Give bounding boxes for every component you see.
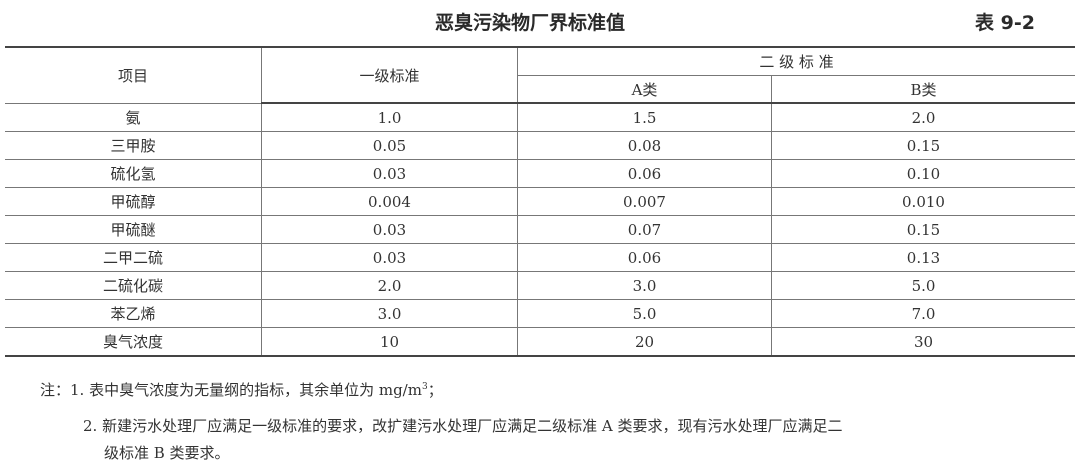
cell-b: 0.15 xyxy=(771,131,1075,160)
table-row: 苯乙烯 3.0 5.0 7.0 xyxy=(5,299,1075,328)
table-row: 二硫化碳 2.0 3.0 5.0 xyxy=(5,271,1075,300)
note-2-line-2: 级标准 B 类要求。 xyxy=(104,444,230,462)
table-row: 甲硫醇 0.004 0.007 0.010 xyxy=(5,187,1075,216)
cell-item: 二甲二硫 xyxy=(5,243,262,272)
header-grade2-b: B类 xyxy=(771,75,1075,104)
table-row: 氨 1.0 1.5 2.0 xyxy=(5,102,1075,132)
cell-a: 3.0 xyxy=(517,271,772,300)
cell-item: 三甲胺 xyxy=(5,131,262,160)
table-title: 恶臭污染物厂界标准值 xyxy=(434,12,625,34)
table-row: 硫化氢 0.03 0.06 0.10 xyxy=(5,159,1075,188)
table-row: 二甲二硫 0.03 0.06 0.13 xyxy=(5,243,1075,272)
cell-a: 20 xyxy=(517,327,772,357)
cell-a: 0.07 xyxy=(517,215,772,244)
cell-grade1: 0.03 xyxy=(261,215,518,244)
cell-grade1: 0.03 xyxy=(261,243,518,272)
cell-grade1: 3.0 xyxy=(261,299,518,328)
cell-b: 5.0 xyxy=(771,271,1075,300)
cell-item: 氨 xyxy=(5,102,262,132)
cell-a: 0.06 xyxy=(517,243,772,272)
note-2-line-1: 2. 新建污水处理厂应满足一级标准的要求，改扩建污水处理厂应满足二级标准 A 类… xyxy=(83,417,843,435)
cell-item: 二硫化碳 xyxy=(5,271,262,300)
cell-a: 0.08 xyxy=(517,131,772,160)
cell-a: 5.0 xyxy=(517,299,772,328)
cell-b: 0.13 xyxy=(771,243,1075,272)
cell-grade1: 0.004 xyxy=(261,187,518,216)
table-row: 甲硫醚 0.03 0.07 0.15 xyxy=(5,215,1075,244)
cell-item: 硫化氢 xyxy=(5,159,262,188)
table-number: 表 9-2 xyxy=(975,12,1035,34)
table-row: 臭气浓度 10 20 30 xyxy=(5,327,1075,357)
note-1: 注：1. 表中臭气浓度为无量纲的指标，其余单位为 mg/m3； xyxy=(40,381,443,399)
cell-item: 苯乙烯 xyxy=(5,299,262,328)
cell-b: 7.0 xyxy=(771,299,1075,328)
header-grade2: 二 级 标 准 xyxy=(517,46,1075,76)
header-grade1: 一级标准 xyxy=(261,46,518,104)
cell-grade1: 1.0 xyxy=(261,102,518,132)
cell-item: 甲硫醚 xyxy=(5,215,262,244)
cell-grade1: 2.0 xyxy=(261,271,518,300)
cell-grade1: 10 xyxy=(261,327,518,357)
cell-b: 0.15 xyxy=(771,215,1075,244)
cell-b: 2.0 xyxy=(771,102,1075,132)
cell-grade1: 0.03 xyxy=(261,159,518,188)
header-grade2-a: A类 xyxy=(517,75,772,104)
cell-grade1: 0.05 xyxy=(261,131,518,160)
cell-item: 臭气浓度 xyxy=(5,327,262,357)
cell-a: 1.5 xyxy=(517,102,772,132)
cell-a: 0.007 xyxy=(517,187,772,216)
odor-standards-table: 项目 一级标准 二 级 标 准 A类 B类 氨 1.0 1.5 2.0 三甲胺 0.05 0… xyxy=(5,46,1075,357)
notes: 注：1. 表中臭气浓度为无量纲的指标，其余单位为 mg/m3； 2. 新建污水处… xyxy=(40,374,842,467)
table-row: 三甲胺 0.05 0.08 0.15 xyxy=(5,131,1075,160)
cell-b: 0.10 xyxy=(771,159,1075,188)
cell-a: 0.06 xyxy=(517,159,772,188)
cell-b: 0.010 xyxy=(771,187,1075,216)
cell-item: 甲硫醇 xyxy=(5,187,262,216)
cell-b: 30 xyxy=(771,327,1075,357)
header-item: 项目 xyxy=(5,46,262,104)
